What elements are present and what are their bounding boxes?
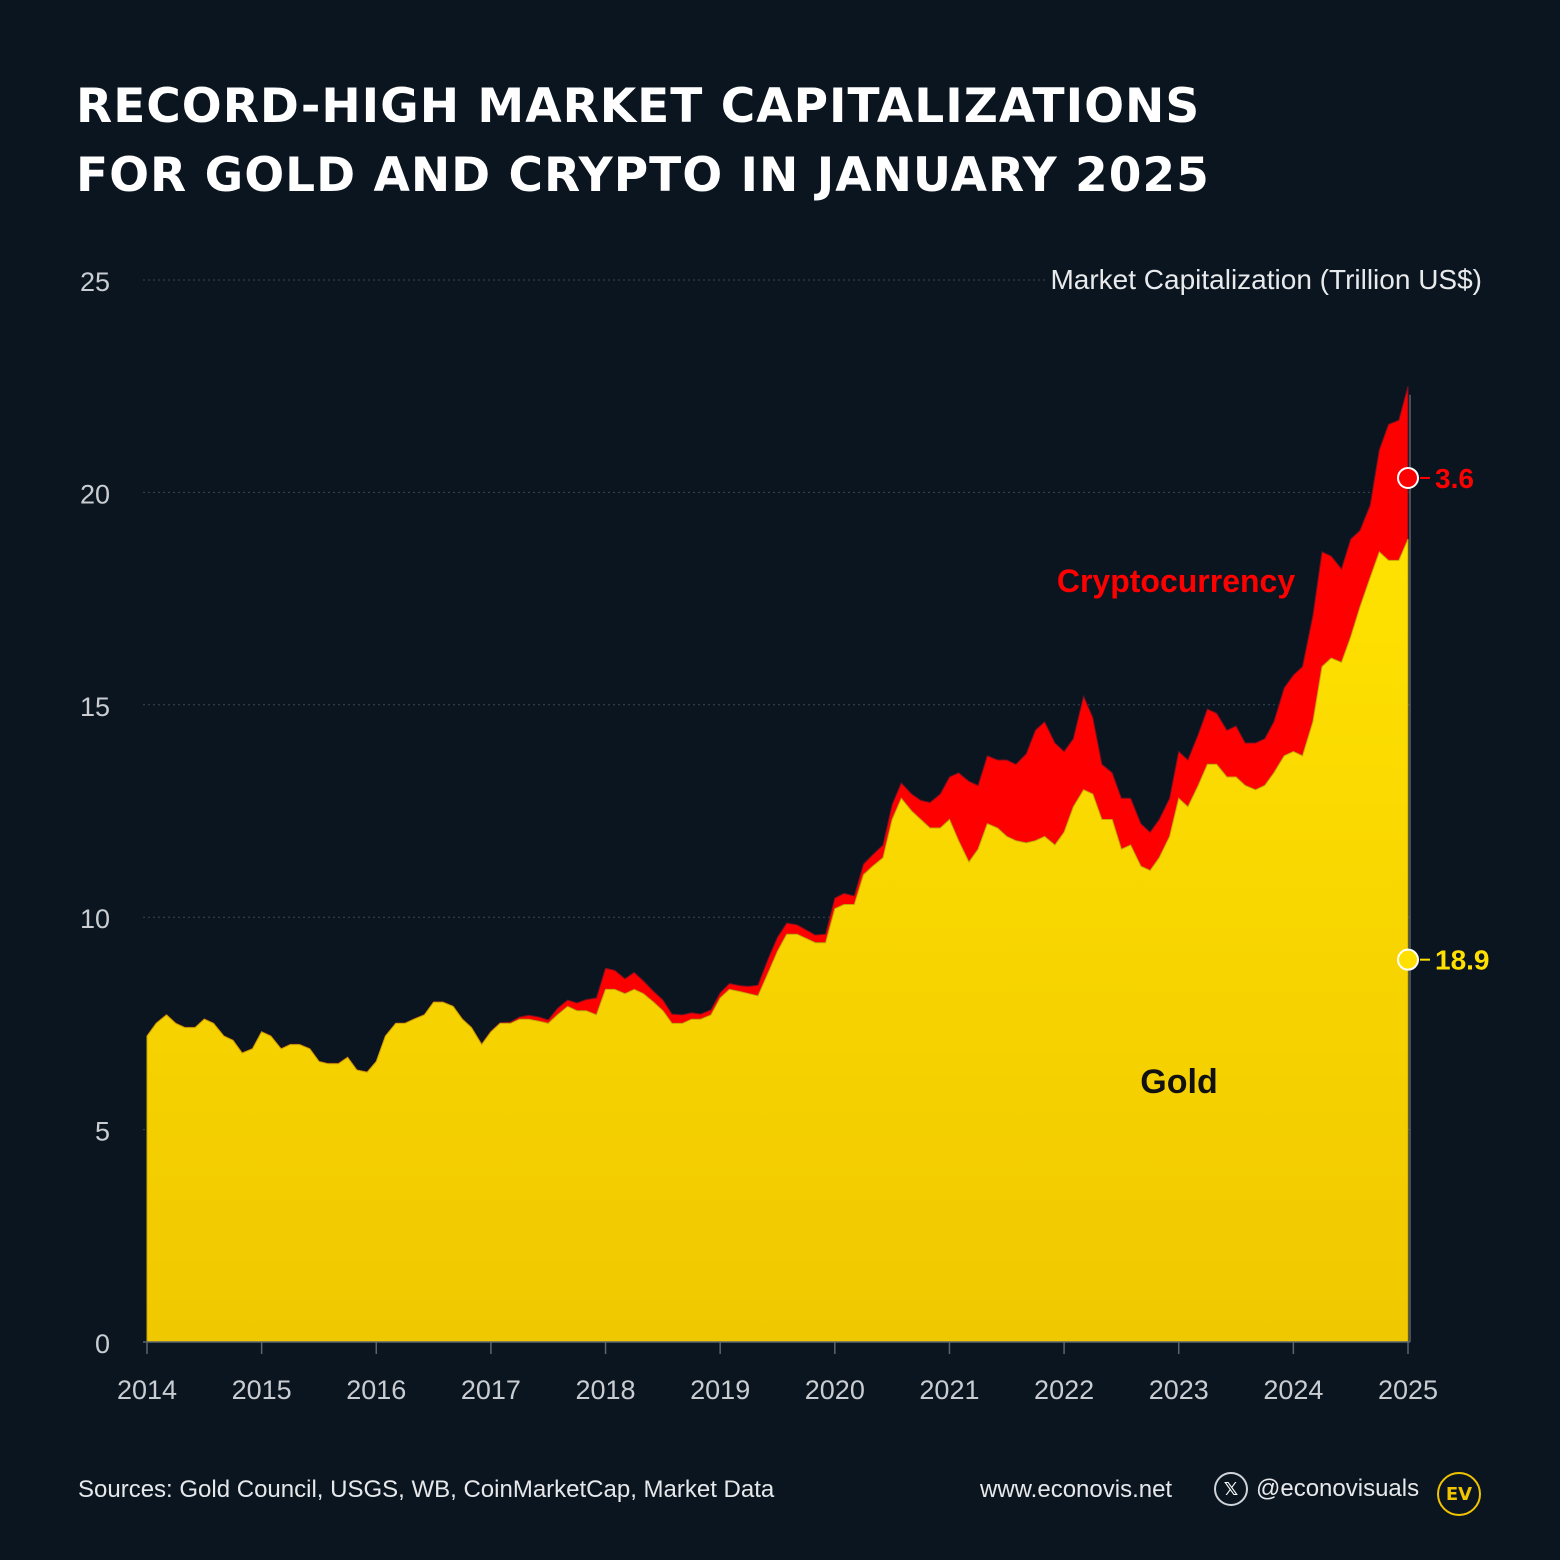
y-axis-label: Market Capitalization (Trillion US$)	[1050, 264, 1482, 295]
y-tick-label-25: 25	[80, 267, 110, 297]
social-handle-text: @econovisuals	[1256, 1475, 1420, 1502]
x-tick-label-2016: 2016	[346, 1375, 406, 1405]
gold-end-marker	[1397, 948, 1419, 971]
x-tick-label-2015: 2015	[232, 1375, 292, 1405]
y-tick-label-20: 20	[80, 479, 110, 509]
crypto-end-marker	[1397, 466, 1419, 489]
x-icon: 𝕏	[1214, 1472, 1248, 1506]
x-tick-label-2021: 2021	[919, 1375, 979, 1405]
x-tick-label-2023: 2023	[1149, 1375, 1209, 1405]
y-tick-label-15: 15	[80, 692, 110, 722]
x-tick-label-2018: 2018	[576, 1375, 636, 1405]
y-tick-label-5: 5	[95, 1117, 110, 1147]
y-tick-label-10: 10	[80, 904, 110, 934]
x-tick-label-2014: 2014	[117, 1375, 177, 1405]
chart-title: RECORD-HIGH MARKET CAPITALIZATIONS FOR G…	[76, 72, 1276, 210]
x-tick-label-2022: 2022	[1034, 1375, 1094, 1405]
gold-series-label: Gold	[1140, 1063, 1217, 1101]
crypto-end-value: 3.6	[1435, 463, 1474, 494]
x-tick-label-2019: 2019	[690, 1375, 750, 1405]
econovis-logo: EV	[1437, 1472, 1481, 1516]
annotations: Cryptocurrency Gold 3.6 18.9	[1057, 463, 1490, 1101]
x-tick-label-2017: 2017	[461, 1375, 521, 1405]
area-layer	[146, 386, 1409, 1343]
chart-title-line-1: RECORD-HIGH MARKET CAPITALIZATIONS	[76, 79, 1201, 134]
chart-title-line-2: FOR GOLD AND CRYPTO IN JANUARY 2025	[76, 148, 1210, 203]
y-tick-label-0: 0	[95, 1329, 110, 1359]
x-tick-label-2024: 2024	[1263, 1375, 1323, 1405]
x-tick-label-2020: 2020	[805, 1375, 865, 1405]
gold-area	[146, 538, 1409, 1343]
gold-end-value: 18.9	[1435, 945, 1490, 976]
sources-note: Sources: Gold Council, USGS, WB, CoinMar…	[78, 1476, 775, 1503]
website-link[interactable]: www.econovis.net	[980, 1476, 1173, 1503]
crypto-series-label: Cryptocurrency	[1057, 563, 1296, 599]
x-tick-label-2025: 2025	[1378, 1375, 1438, 1405]
social-handle[interactable]: 𝕏 @econovisuals	[1214, 1472, 1419, 1506]
